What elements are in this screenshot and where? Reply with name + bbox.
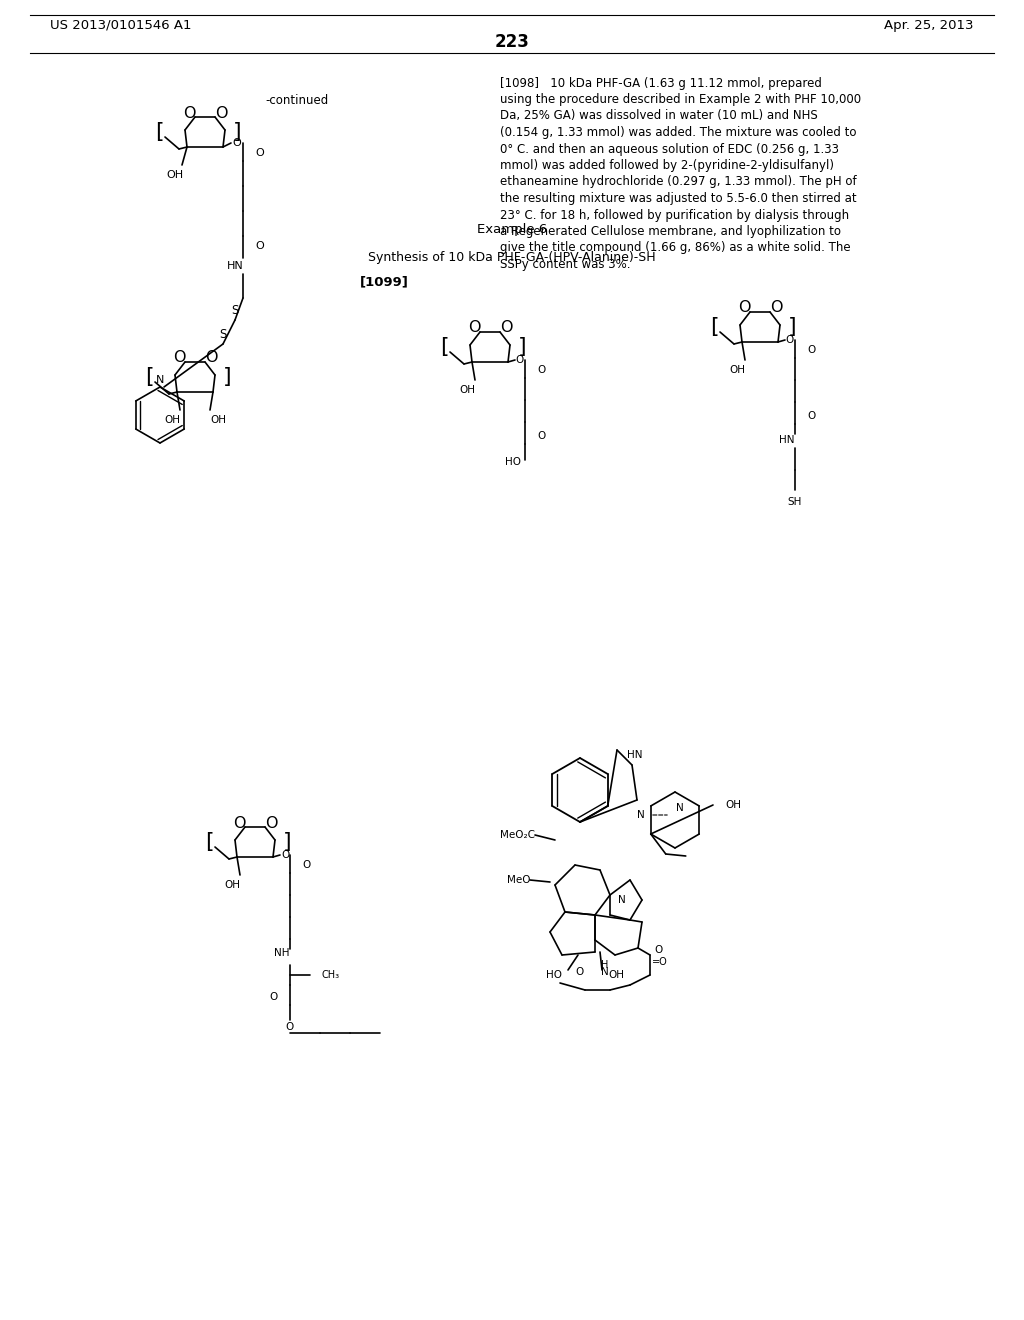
Text: [: [ bbox=[144, 367, 154, 387]
Text: ]: ] bbox=[222, 367, 231, 387]
Text: OH: OH bbox=[608, 970, 624, 979]
Text: using the procedure described in Example 2 with PHF 10,000: using the procedure described in Example… bbox=[500, 92, 861, 106]
Text: O: O bbox=[255, 242, 264, 251]
Text: N: N bbox=[156, 375, 164, 385]
Text: [: [ bbox=[710, 317, 718, 337]
Text: HN: HN bbox=[227, 261, 244, 271]
Text: O: O bbox=[516, 355, 524, 366]
Text: [1099]: [1099] bbox=[360, 276, 409, 289]
Text: O: O bbox=[173, 351, 185, 366]
Text: O: O bbox=[537, 432, 545, 441]
Text: H: H bbox=[601, 960, 608, 970]
Text: mmol) was added followed by 2-(pyridine-2-yldisulfanyl): mmol) was added followed by 2-(pyridine-… bbox=[500, 158, 834, 172]
Text: O: O bbox=[286, 1022, 294, 1032]
Text: ethaneamine hydrochloride (0.297 g, 1.33 mmol). The pH of: ethaneamine hydrochloride (0.297 g, 1.33… bbox=[500, 176, 857, 189]
Text: [: [ bbox=[205, 832, 213, 851]
Text: O: O bbox=[785, 335, 795, 345]
Text: OH: OH bbox=[725, 800, 741, 810]
Text: O: O bbox=[770, 301, 782, 315]
Text: ]: ] bbox=[787, 317, 797, 337]
Text: O: O bbox=[205, 351, 217, 366]
Text: O: O bbox=[269, 993, 278, 1002]
Text: CH₃: CH₃ bbox=[322, 970, 340, 979]
Text: O: O bbox=[255, 148, 264, 158]
Text: N: N bbox=[676, 803, 684, 813]
Text: O: O bbox=[500, 321, 512, 335]
Text: =O: =O bbox=[652, 957, 668, 968]
Text: S: S bbox=[231, 304, 239, 317]
Text: O: O bbox=[215, 106, 227, 120]
Text: O: O bbox=[575, 968, 584, 977]
Text: ]: ] bbox=[518, 337, 526, 356]
Text: OH: OH bbox=[210, 414, 226, 425]
Text: HN: HN bbox=[627, 750, 642, 760]
Text: 23° C. for 18 h, followed by purification by dialysis through: 23° C. for 18 h, followed by purificatio… bbox=[500, 209, 849, 222]
Text: OH: OH bbox=[729, 366, 745, 375]
Text: [: [ bbox=[439, 337, 449, 356]
Text: HO: HO bbox=[546, 970, 562, 979]
Text: give the title compound (1.66 g, 86%) as a white solid. The: give the title compound (1.66 g, 86%) as… bbox=[500, 242, 851, 255]
Text: HN: HN bbox=[779, 436, 795, 445]
Text: OH: OH bbox=[164, 414, 180, 425]
Text: OH: OH bbox=[224, 880, 240, 890]
Text: O: O bbox=[302, 861, 310, 870]
Text: MeO₂C: MeO₂C bbox=[500, 830, 535, 840]
Text: O: O bbox=[182, 106, 196, 120]
Text: O: O bbox=[468, 321, 480, 335]
Text: ]: ] bbox=[232, 121, 242, 143]
Text: [1098]   10 kDa PHF-GA (1.63 g 11.12 mmol, prepared: [1098] 10 kDa PHF-GA (1.63 g 11.12 mmol,… bbox=[500, 77, 822, 90]
Text: N: N bbox=[637, 810, 645, 820]
Text: OH: OH bbox=[459, 385, 475, 395]
Text: O: O bbox=[265, 816, 278, 830]
Text: HO: HO bbox=[505, 457, 521, 467]
Text: NH: NH bbox=[274, 948, 290, 958]
Text: O: O bbox=[232, 816, 246, 830]
Text: O: O bbox=[281, 850, 289, 861]
Text: 0° C. and then an aqueous solution of EDC (0.256 g, 1.33: 0° C. and then an aqueous solution of ED… bbox=[500, 143, 839, 156]
Text: (0.154 g, 1.33 mmol) was added. The mixture was cooled to: (0.154 g, 1.33 mmol) was added. The mixt… bbox=[500, 125, 856, 139]
Text: N: N bbox=[618, 895, 626, 906]
Text: ]: ] bbox=[283, 832, 291, 851]
Text: SH: SH bbox=[787, 498, 802, 507]
Text: O: O bbox=[807, 411, 815, 421]
Text: Apr. 25, 2013: Apr. 25, 2013 bbox=[885, 18, 974, 32]
Text: O: O bbox=[232, 139, 242, 148]
Text: S: S bbox=[219, 327, 226, 341]
Text: O: O bbox=[654, 945, 663, 954]
Text: MeO: MeO bbox=[507, 875, 530, 884]
Text: O: O bbox=[537, 366, 545, 375]
Text: -continued: -continued bbox=[265, 94, 329, 107]
Text: Synthesis of 10 kDa PHF-GA-(HPV-Alanine)-SH: Synthesis of 10 kDa PHF-GA-(HPV-Alanine)… bbox=[369, 251, 655, 264]
Text: 223: 223 bbox=[495, 33, 529, 51]
Text: Da, 25% GA) was dissolved in water (10 mL) and NHS: Da, 25% GA) was dissolved in water (10 m… bbox=[500, 110, 818, 123]
Text: N: N bbox=[601, 968, 609, 977]
Text: a Regenerated Cellulose membrane, and lyophilization to: a Regenerated Cellulose membrane, and ly… bbox=[500, 224, 841, 238]
Text: the resulting mixture was adjusted to 5.5-6.0 then stirred at: the resulting mixture was adjusted to 5.… bbox=[500, 191, 857, 205]
Text: O: O bbox=[807, 345, 815, 355]
Text: O: O bbox=[737, 301, 751, 315]
Text: SSPy content was 3%.: SSPy content was 3%. bbox=[500, 257, 631, 271]
Text: [: [ bbox=[155, 121, 163, 143]
Text: OH: OH bbox=[167, 170, 183, 180]
Text: US 2013/0101546 A1: US 2013/0101546 A1 bbox=[50, 18, 191, 32]
Text: Example 6: Example 6 bbox=[477, 223, 547, 236]
